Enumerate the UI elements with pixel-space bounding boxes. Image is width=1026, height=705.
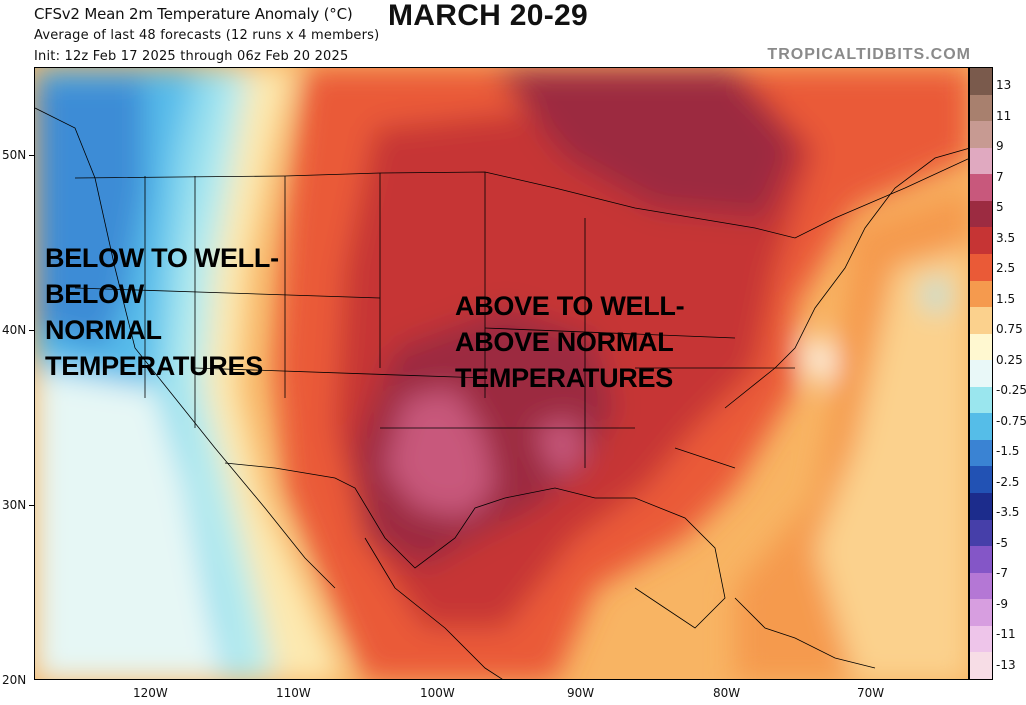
colorbar-swatch (970, 280, 992, 308)
map-subtitle: Average of last 48 forecasts (12 runs x … (34, 28, 380, 43)
boundaries (35, 107, 968, 679)
colorbar-label: 7 (996, 169, 1004, 184)
colorbar-swatch (970, 174, 992, 201)
colorbar-swatch (970, 546, 992, 573)
lat-label-40n: 40N (2, 323, 27, 337)
map-canvas (35, 68, 968, 679)
lon-label-110w: 110W (276, 686, 311, 700)
colorbar-swatch (970, 572, 992, 600)
lat-label-30n: 30N (2, 498, 27, 512)
colorbar-swatch (970, 599, 992, 626)
border-us-mexico-gulf (224, 462, 726, 629)
colorbar-swatch (970, 519, 992, 547)
lon-label-90w: 90W (567, 686, 595, 700)
colorbar-label: -7 (996, 566, 1008, 580)
colorbar-swatch (970, 147, 992, 175)
colorbar-label: -0.25 (996, 383, 1026, 397)
colorbar-swatch (970, 493, 992, 520)
header: CFSv2 Mean 2m Temperature Anomaly (°C) A… (0, 0, 1026, 68)
date-range-banner: MARCH 20-29 (388, 0, 589, 32)
colorbar-swatch (970, 466, 992, 493)
coastline-caribbean (734, 597, 876, 669)
colorbar-label: -9 (996, 596, 1008, 611)
colorbar-swatch (970, 360, 992, 387)
coastline-mexico (364, 537, 503, 679)
colorbar-label: -2.5 (996, 474, 1020, 489)
colorbar-swatch (970, 227, 992, 254)
colorbar-swatch (970, 386, 992, 414)
colorbar-swatch (970, 94, 992, 122)
colorbar-swatch (970, 200, 992, 228)
colorbar-label: 1.5 (996, 291, 1016, 306)
lon-label-100w: 100W (420, 686, 455, 700)
colorbar-label: 0.75 (996, 322, 1023, 336)
lat-label-20n: 20N (2, 673, 27, 687)
lat-label-50n: 50N (2, 148, 27, 162)
colorbar-swatch (970, 253, 992, 281)
annotation-above-normal: ABOVE TO WELL- ABOVE NORMAL TEMPERATURES (455, 291, 685, 393)
colorbar-swatch (970, 68, 992, 95)
colorbar-swatch (970, 307, 992, 334)
colorbar-label: 2.5 (996, 261, 1016, 275)
lat-tick (29, 505, 34, 506)
colorbar-label: -13 (996, 657, 1016, 672)
lon-label-80w: 80W (713, 686, 741, 700)
colorbar-label: -11 (996, 627, 1016, 641)
colorbar-label: 9 (996, 139, 1004, 153)
lat-tick (29, 330, 34, 331)
colorbar (969, 67, 993, 680)
colorbar-swatch (970, 652, 992, 679)
colorbar-label: -5 (996, 535, 1008, 550)
map-title: CFSv2 Mean 2m Temperature Anomaly (°C) (34, 5, 353, 23)
source-brand: TROPICALTIDBITS.COM (767, 46, 971, 63)
lat-tick (29, 155, 34, 156)
anomaly-map: BELOW TO WELL- BELOW NORMAL TEMPERATURES… (34, 67, 969, 680)
annotation-below-normal: BELOW TO WELL- BELOW NORMAL TEMPERATURES (45, 243, 279, 381)
border-us-canada (74, 158, 968, 239)
colorbar-swatch (970, 413, 992, 440)
colorbar-label: -3.5 (996, 505, 1020, 519)
colorbar-swatch (970, 121, 992, 148)
colorbar-label: 3.5 (996, 230, 1016, 245)
colorbar-label: 5 (996, 200, 1004, 214)
colorbar-label: 0.25 (996, 352, 1023, 367)
colorbar-swatch (970, 333, 992, 361)
coastline-west (35, 107, 336, 589)
colorbar-label: 13 (996, 78, 1012, 92)
colorbar-swatch (970, 439, 992, 467)
colorbar-swatch (970, 625, 992, 653)
anomaly-field (35, 68, 968, 679)
coastline-east (724, 148, 968, 409)
colorbar-label: -1.5 (996, 444, 1020, 458)
colorbar-label: -0.75 (996, 413, 1026, 428)
lon-label-70w: 70W (857, 686, 885, 700)
lon-label-120w: 120W (133, 686, 168, 700)
colorbar-label: 11 (996, 108, 1012, 123)
init-time: Init: 12z Feb 17 2025 through 06z Feb 20… (34, 49, 349, 64)
